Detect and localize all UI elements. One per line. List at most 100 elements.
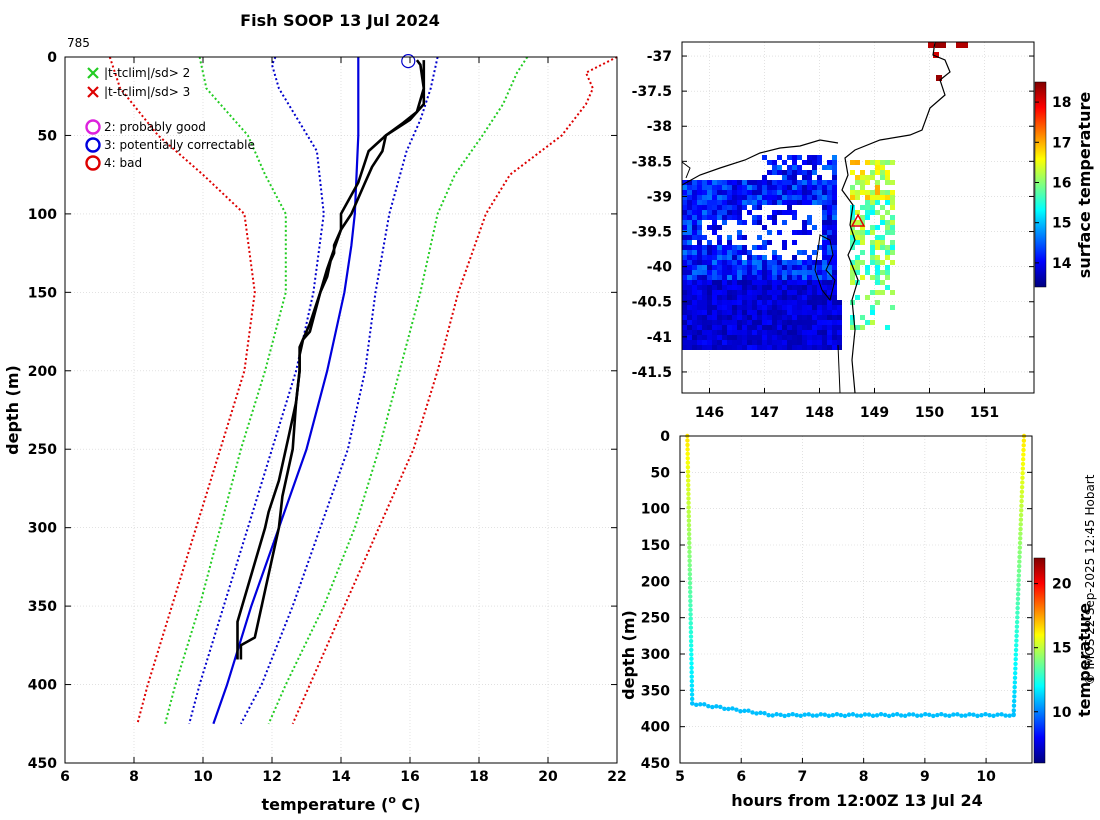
sst-pixel xyxy=(890,200,895,205)
sst-pixel xyxy=(782,345,787,350)
profile-y-tick-label: 50 xyxy=(38,128,58,144)
sst-pixel xyxy=(822,225,827,230)
sst-pixel xyxy=(787,195,792,200)
depth-time-point xyxy=(902,713,908,718)
time-axis-label: hours from 12:00Z 13 Jul 24 xyxy=(731,791,982,810)
sst-pixel xyxy=(742,195,747,200)
sst-pixel xyxy=(687,255,692,260)
sst-pixel xyxy=(692,230,697,235)
sst-pixel xyxy=(687,290,692,295)
sst-pixel xyxy=(832,300,837,305)
sst-pixel xyxy=(782,185,787,190)
sst-pixel xyxy=(855,210,860,215)
sst-pixel xyxy=(692,305,697,310)
sst-pixel xyxy=(682,310,687,315)
sst-pixel xyxy=(822,200,827,205)
sst-pixel xyxy=(707,335,712,340)
sst-pixel xyxy=(885,220,890,225)
sst-pixel xyxy=(702,320,707,325)
sst-pixel xyxy=(732,290,737,295)
depth-time-point xyxy=(758,710,763,715)
sst-pixel xyxy=(777,155,782,160)
sst-colorbar xyxy=(1034,81,1047,288)
depth-time-point xyxy=(774,712,779,717)
sst-pixel xyxy=(737,340,742,345)
sst-pixel xyxy=(752,200,757,205)
sst-pixel xyxy=(807,345,812,350)
sst-pixel xyxy=(762,280,767,285)
sst-pixel xyxy=(827,250,832,255)
sst-pixel xyxy=(827,220,832,225)
sst-pixel xyxy=(757,215,762,220)
sst-pixel xyxy=(797,185,802,190)
sst-pixel xyxy=(732,315,737,320)
depth-time-point xyxy=(687,571,693,577)
sst-pixel xyxy=(762,330,767,335)
sst-pixel xyxy=(742,200,747,205)
depth-time-point xyxy=(1018,512,1024,518)
depth-time-point xyxy=(890,712,896,718)
depth-time-point xyxy=(689,683,695,688)
profile-x-tick-label: 12 xyxy=(262,769,281,785)
sst-pixel xyxy=(757,315,762,320)
sst-pixel xyxy=(837,345,842,350)
sst-pixel xyxy=(692,190,697,195)
sst-pixel xyxy=(875,265,880,270)
sst-pixel xyxy=(697,270,702,275)
sst-pixel xyxy=(722,205,727,210)
sst-pixel xyxy=(752,290,757,295)
sst-pixel xyxy=(752,215,757,220)
sst-pixel xyxy=(860,215,865,220)
sst-pixel xyxy=(727,335,732,340)
sst-pixel xyxy=(747,280,752,285)
sst-pixel xyxy=(712,200,717,205)
sst-pixel xyxy=(885,230,890,235)
map-y-tick-label: -40 xyxy=(647,260,673,276)
depth-time-point xyxy=(685,447,690,452)
sst-pixel xyxy=(732,255,737,260)
sst-pixel xyxy=(682,290,687,295)
sst-pixel xyxy=(817,275,822,280)
sst-pixel xyxy=(757,300,762,305)
depth-time-point xyxy=(806,712,811,717)
sst-pixel xyxy=(777,295,782,300)
sst-pixel xyxy=(792,320,797,325)
depth-time-point xyxy=(1014,624,1020,629)
sst-pixel xyxy=(697,245,702,250)
sst-pixel xyxy=(687,275,692,280)
sst-pixel xyxy=(702,210,707,215)
sst-pixel xyxy=(747,265,752,270)
sst-pixel xyxy=(752,205,757,210)
sst-pixel xyxy=(807,175,812,180)
sst-pixel xyxy=(712,340,717,345)
depth-time-point xyxy=(1015,601,1020,606)
sst-pixel xyxy=(762,305,767,310)
sst-pixel xyxy=(772,310,777,315)
chart-title: Fish SOOP 13 Jul 2024 xyxy=(240,11,440,30)
sst-colorbar-tick-label: 17 xyxy=(1052,135,1071,151)
depth-time-point xyxy=(1015,610,1020,615)
depth-time-point xyxy=(778,712,783,717)
sst-pixel xyxy=(727,325,732,330)
sst-pixel xyxy=(832,200,837,205)
legend-circle-marker xyxy=(85,119,101,135)
depth-time-point xyxy=(689,696,695,702)
depth-time-y-tick-label: 100 xyxy=(641,502,670,518)
sst-pixel xyxy=(762,200,767,205)
profile-x-tick-label: 16 xyxy=(400,769,419,785)
sst-pixel xyxy=(767,340,772,345)
sst-pixel xyxy=(707,330,712,335)
sst-pixel xyxy=(742,280,747,285)
sst-pixel xyxy=(697,345,702,350)
sst-pixel xyxy=(880,195,885,200)
sst-pixel xyxy=(792,305,797,310)
sst-pixel xyxy=(772,200,777,205)
coastline-mainland xyxy=(841,42,951,393)
sst-pixel xyxy=(707,185,712,190)
depth-time-point xyxy=(687,545,692,550)
sst-pixel xyxy=(707,300,712,305)
sst-pixel xyxy=(890,245,895,250)
sst-pixel xyxy=(802,270,807,275)
sst-pixel xyxy=(682,295,687,300)
sst-pixel xyxy=(807,270,812,275)
